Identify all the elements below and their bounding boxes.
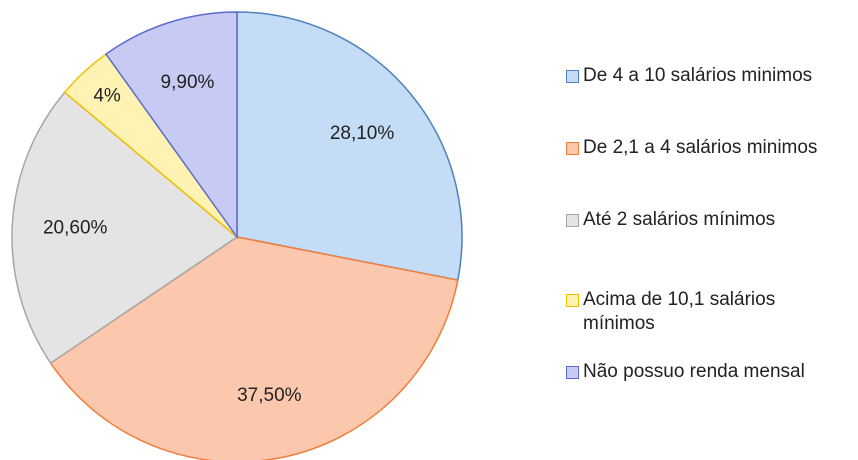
data-label: 37,50%	[237, 385, 302, 406]
legend-item: Até 2 salários mínimos	[566, 208, 851, 232]
data-label: 28,10%	[330, 123, 395, 144]
data-label: 20,60%	[43, 218, 108, 239]
legend-swatch	[566, 366, 579, 379]
pie-slice	[104, 11, 238, 240]
legend-swatch	[566, 142, 579, 155]
legend-item: De 4 a 10 salários minimos	[566, 64, 851, 88]
pie-slice	[49, 236, 459, 460]
legend-label: Não possuo renda mensal	[583, 361, 805, 382]
legend-swatch	[566, 294, 579, 307]
legend-item: Não possuo renda mensal	[566, 360, 851, 384]
legend-swatch	[566, 70, 579, 83]
legend-label: De 4 a 10 salários minimos	[583, 65, 813, 86]
legend-label: Até 2 salários mínimos	[583, 209, 776, 230]
legend-label: Acima de 10,1 salários mínimos	[583, 289, 776, 334]
pie-slice	[11, 91, 239, 365]
legend-swatch	[566, 214, 579, 227]
pie-slice	[236, 11, 463, 282]
data-label: 9,90%	[161, 72, 215, 93]
legend-item: De 2,1 a 4 salários minimos	[566, 136, 851, 160]
legend-label: De 2,1 a 4 salários minimos	[583, 137, 818, 158]
data-label: 4%	[93, 86, 121, 107]
legend-item: Acima de 10,1 salários mínimos	[566, 288, 851, 336]
